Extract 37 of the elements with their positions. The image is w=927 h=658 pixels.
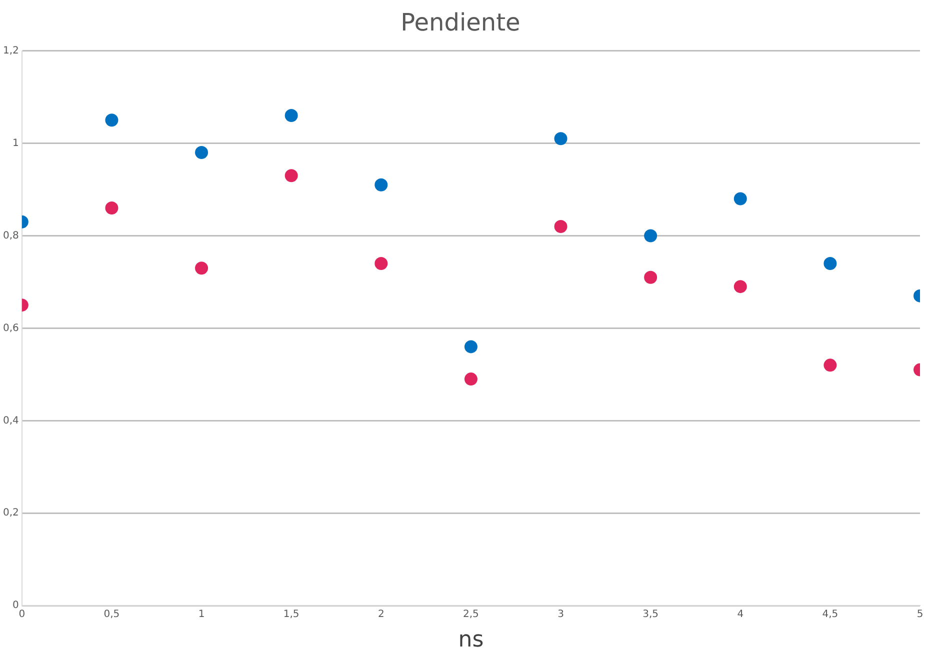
point bbox=[105, 114, 118, 127]
point bbox=[195, 146, 208, 160]
point bbox=[464, 340, 478, 354]
point bbox=[284, 109, 298, 122]
point bbox=[554, 132, 568, 146]
point bbox=[105, 201, 118, 214]
y-tick-label: 1,2 bbox=[2, 45, 19, 56]
y-tick-label: 1 bbox=[12, 138, 19, 149]
point bbox=[374, 256, 388, 270]
point bbox=[734, 280, 747, 294]
y-tick-label: 0,4 bbox=[2, 415, 19, 426]
x-tick-label: 3 bbox=[558, 609, 564, 620]
point bbox=[644, 270, 658, 284]
point bbox=[824, 256, 837, 270]
x-tick-label: 5 bbox=[916, 609, 924, 620]
y-tick-label: 0,6 bbox=[2, 322, 19, 334]
y-tick-label: 0 bbox=[12, 600, 19, 612]
x-tick-label: 1,5 bbox=[283, 609, 300, 620]
point bbox=[374, 178, 388, 192]
point bbox=[464, 372, 478, 386]
point bbox=[284, 169, 298, 182]
point bbox=[554, 220, 568, 233]
x-tick-label: 2,5 bbox=[463, 609, 479, 620]
x-axis-title: ns bbox=[458, 628, 484, 653]
x-tick-label: 0,5 bbox=[104, 609, 120, 620]
x-tick-label: 3,5 bbox=[642, 609, 659, 620]
y-tick-label: 0,8 bbox=[2, 230, 19, 242]
y-tick-label: 0,2 bbox=[2, 508, 19, 519]
x-tick-label: 1 bbox=[198, 609, 205, 620]
x-tick-label: 4,5 bbox=[822, 609, 838, 620]
x-tick-label: 2 bbox=[378, 609, 384, 620]
point bbox=[644, 229, 658, 242]
chart-title: Pendiente bbox=[400, 8, 520, 37]
x-tick-label: 4 bbox=[737, 609, 744, 620]
point bbox=[824, 358, 837, 372]
point bbox=[195, 262, 208, 275]
point bbox=[734, 192, 747, 206]
